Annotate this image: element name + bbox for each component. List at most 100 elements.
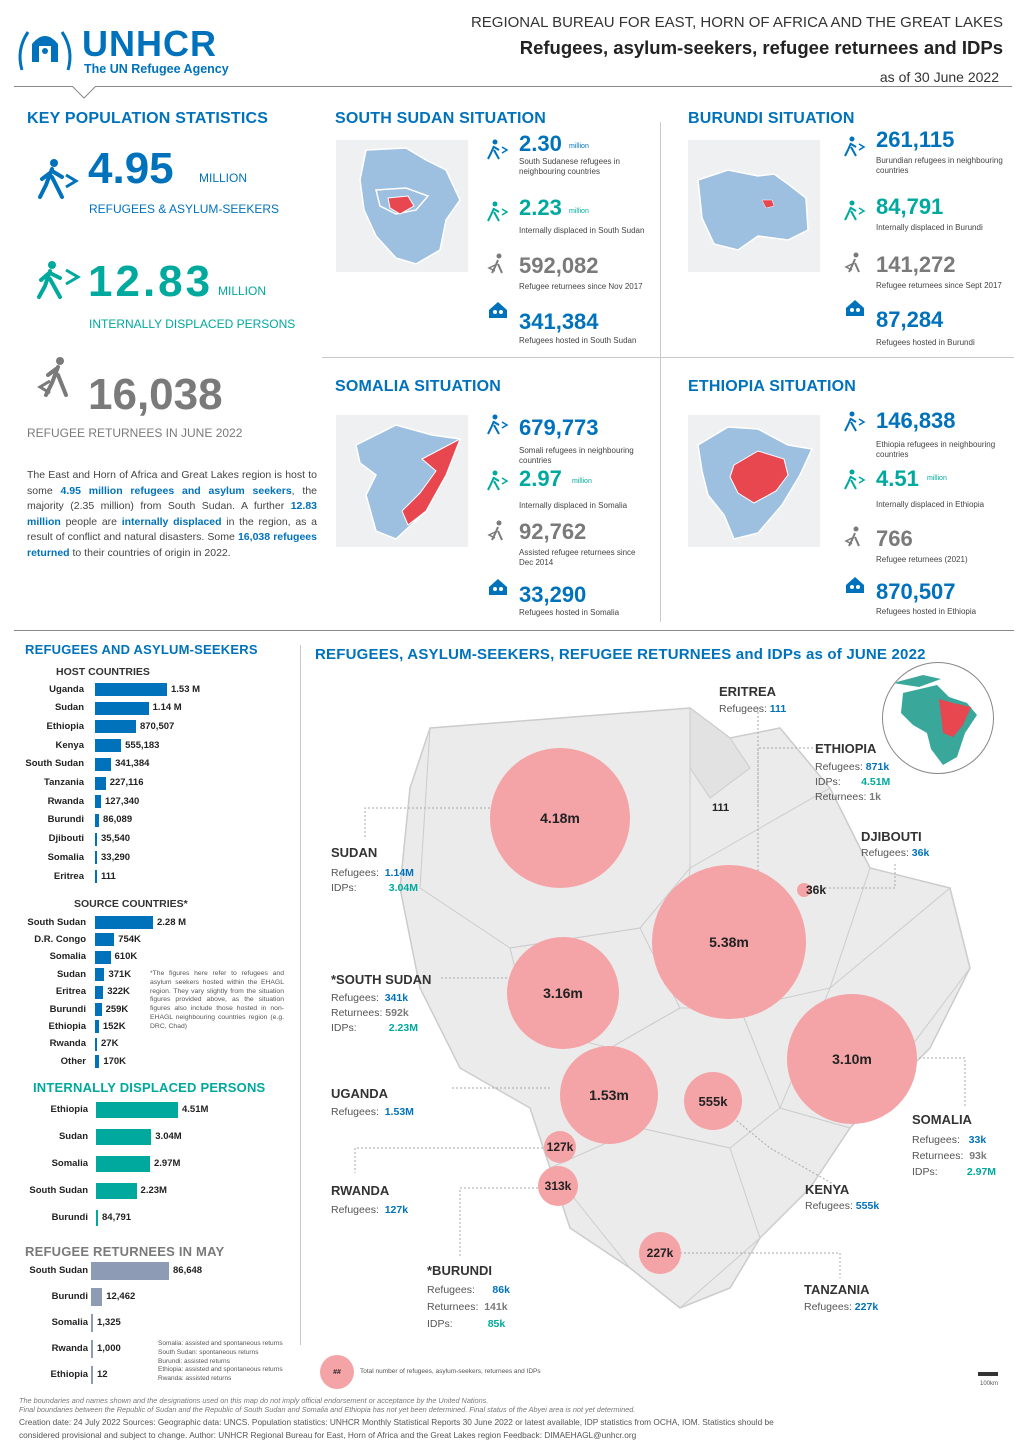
kenya-stats: Refugees: 555k [805,1200,880,1212]
africa-inset-map [882,662,994,774]
situation-divider-v [660,122,661,622]
ss-idp-value: 2.23 [519,195,562,220]
host-countries-chart-value-10: 111 [101,870,116,882]
host-countries-chart-value-7: 86,089 [103,814,133,826]
kenya-name: KENYA [805,1182,850,1197]
host-countries-chart-bar-5 [95,776,106,790]
djibouti-circle [797,883,811,897]
host-countries-chart-value-5: 227,116 [109,777,144,788]
so-idp-label: Internally displaced in Somalia [519,501,628,510]
returnees-note: Somalia: assisted and spontaneous return… [158,1340,283,1383]
host-countries-chart-label-4: South Sudan [25,758,84,770]
source-countries-chart-bar-5 [95,1003,102,1016]
host-countries-chart-value-2: 870,507 [139,720,175,732]
so-situation-title: SOMALIA SITUATION [335,378,502,395]
returnees-label: REFUGEE RETURNEES IN JUNE 2022 [27,426,243,440]
page-date: as of 30 June 2022 [879,69,999,85]
footer-line-1: Creation date: 24 July 2022 Sources: Geo… [19,1417,774,1427]
logo-subtext: The UN Refugee Agency [84,62,229,76]
host-countries-chart-label-0: Uganda [49,683,84,695]
eritrea-stats: Refugees: 111 [719,703,787,715]
ss-idp-label: Internally displaced in South Sudan [519,226,645,235]
source-countries-chart-bar-0 [95,916,153,929]
idp-chart-value-0: 4.51M [182,1104,209,1115]
unhcr-emblem-icon [18,31,72,71]
so-refugees-value: 679,773 [519,415,599,440]
idp-chart-value-1: 3.04M [155,1131,182,1142]
host-countries-chart-bar-6 [95,795,101,809]
source-countries-chart-label-3: Sudan [56,968,86,980]
returnees-chart-value-1: 12,462 [106,1291,136,1302]
bu-situation-title: BURUNDI SITUATION [688,110,855,127]
sudan-circle: 4.18m [490,748,630,888]
idp-chart-label-3: South Sudan [29,1185,88,1196]
bu-idp-icon [844,200,866,221]
somalia-circle: 3.10m [787,994,917,1124]
uganda-circle: 1.53m [560,1046,658,1144]
host-countries-chart-value-4: 341,384 [115,758,150,770]
source-countries-chart-value-8: 170K [103,1055,127,1067]
so-returnees-value: 92,762 [519,519,587,544]
returnees-chart-value-4: 12 [97,1369,108,1380]
et-refugees-value: 146,838 [876,408,956,433]
source-countries-chart-label-2: Somalia [49,951,86,963]
south-sudan-stats: Refugees: 341k Returnees: 592k IDPs: 2.2… [331,992,418,1034]
tanzania-name: TANZANIA [804,1282,870,1297]
idp-number: 12.83 [88,257,214,306]
kenya-circle: 555k [684,1072,742,1130]
returnees-chart-bar-4 [91,1366,93,1384]
so-situation-map [336,415,468,547]
source-countries-chart-value-7: 27K [101,1038,119,1050]
source-countries-chart-value-2: 610K [114,951,138,963]
returnees-chart-value-3: 1,000 [97,1343,121,1354]
refugees-unit: MILLION [199,171,248,185]
returnee-icon [37,357,68,397]
host-countries-title: HOST COUNTRIES [56,666,150,678]
ethiopia-stats: Refugees: 871k IDPs: 4.51M Returnees: 1k [815,761,891,803]
ethiopia-circle: 5.38m [652,865,806,1019]
source-countries-chart-bar-3 [95,968,105,982]
ss-situation-title: SOUTH SUDAN SITUATION [335,110,547,127]
returnees-chart-title: REFUGEE RETURNEES IN MAY [25,1244,225,1259]
host-countries-chart-label-9: Somalia [47,851,84,863]
ethiopia-name: ETHIOPIA [815,741,877,756]
sudan-stats: Refugees: 1.14M IDPs: 3.04M [331,867,418,894]
idp-chart-label-1: Sudan [58,1131,88,1142]
source-countries-chart-label-4: Eritrea [55,986,86,998]
key-stats-title: KEY POPULATION STATISTICS [27,110,269,127]
legend-circle: ## [320,1355,354,1389]
idp-chart-value-2: 2.97M [154,1158,181,1169]
idp-chart-bar-0 [96,1102,178,1118]
burundi-name: *BURUNDI [427,1263,492,1278]
host-countries-chart-bar-8 [95,832,97,846]
map-title: REFUGEES, ASYLUM-SEEKERS, REFUGEE RETURN… [315,646,926,663]
refugees-label: REFUGEES & ASYLUM-SEEKERS [89,202,280,216]
sudan-name: SUDAN [331,845,378,860]
so-refugees-label: Somali refugees in neighbouring countrie… [519,446,634,466]
et-refugees-label: Ethiopia refugees in neighbouring countr… [876,440,996,460]
ss-refugees-label: South Sudanese refugees in neighbouring … [519,157,620,177]
source-countries-title: SOURCE COUNTRIES* [74,898,188,910]
host-countries-chart-bar-1 [95,701,149,715]
et-hosted-label: Refugees hosted in Ethiopia [876,607,977,616]
et-hosted-value: 870,507 [876,579,956,604]
returnees-chart-bar-3 [91,1340,93,1358]
ss-refugee-icon [487,139,509,160]
rwanda-stats: Refugees: 127k [331,1204,409,1216]
returnees-number: 16,038 [88,370,223,419]
host-countries-chart-label-3: Kenya [55,739,84,751]
idp-chart-bar-1 [96,1129,152,1145]
so-hosted-value: 33,290 [519,582,587,607]
host-countries-chart-bar-2 [95,720,136,734]
rwanda-name: RWANDA [331,1183,390,1198]
so-hosted-icon [489,579,507,595]
et-refugee-icon [844,411,866,432]
source-note: *The figures here refer to refugees and … [150,970,284,1030]
idp-chart-label-2: Somalia [51,1158,88,1169]
returnees-chart-bar-1 [91,1288,103,1306]
key-paragraph: The East and Horn of Africa and Great La… [27,469,318,559]
so-returnee-icon [487,520,503,541]
host-countries-chart-bar-0 [95,683,167,696]
source-countries-chart-label-0: South Sudan [27,916,86,928]
legend-text: Total number of refugees, asylum-seekers… [360,1368,541,1375]
